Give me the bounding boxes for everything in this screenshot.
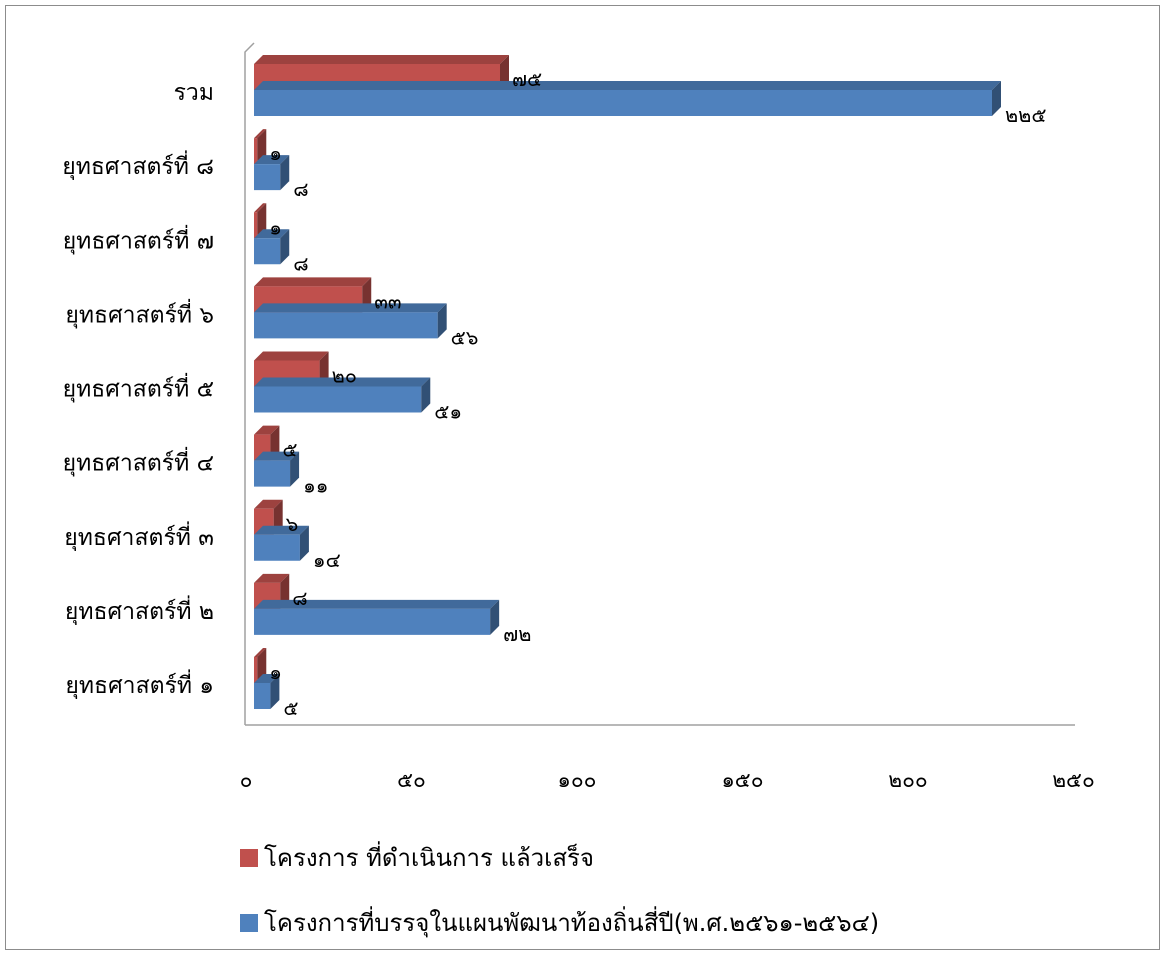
category-label-8: รวม	[174, 80, 214, 106]
x-tick-label-4: ๒๐๐	[888, 768, 927, 792]
bar-planned-2	[254, 525, 309, 561]
bar-planned-1-side	[490, 599, 500, 635]
data-label-planned-2: ๑๔	[313, 548, 341, 572]
bar-planned-4-front	[254, 386, 422, 413]
bar-planned-5-front	[254, 312, 438, 339]
bar-planned-5-top	[254, 303, 447, 313]
data-label-planned-5: ๕๖	[451, 325, 479, 349]
bar-completed-6-front	[254, 212, 258, 239]
bar-planned-8-front	[254, 90, 992, 116]
bar-planned-6-side	[280, 229, 290, 265]
chart-frame	[5, 5, 1160, 950]
category-label-4: ยุทธศาสตร์ที่ ๕	[63, 373, 214, 403]
bar-planned-3-top	[254, 451, 300, 461]
category-label-5: ยุทธศาสตร์ที่ ๖	[65, 298, 214, 328]
category-label-6: ยุทธศาสตร์ที่ ๗	[63, 224, 214, 254]
data-label-planned-4: ๕๑	[434, 400, 462, 424]
data-label-completed-6: ๑	[269, 215, 282, 239]
legend-item-completed: โครงการ ที่ดำเนินการ แล้วเสร็จ	[240, 838, 594, 877]
x-tick-label-1: ๕๐	[397, 768, 426, 792]
bar-planned-1	[254, 599, 500, 635]
data-label-completed-4: ๒๐	[332, 364, 357, 388]
bar-planned-7	[254, 155, 290, 191]
data-label-completed-7: ๑	[269, 141, 282, 165]
y-axis-wall	[244, 42, 255, 725]
bar-planned-3	[254, 451, 300, 487]
bar-completed-3-top	[254, 425, 280, 435]
bar-planned-2-front	[254, 534, 300, 561]
category-label-2: ยุทธศาสตร์ที่ ๓	[64, 521, 214, 551]
data-label-completed-5: ๓๓	[374, 289, 401, 313]
bar-planned-2-top	[254, 525, 309, 535]
bar-planned-6-front	[254, 238, 281, 265]
bar-planned-5-side	[437, 303, 447, 339]
bar-planned-8-side	[992, 81, 1001, 116]
bar-completed-7-top	[254, 129, 267, 139]
legend-swatch-completed	[240, 848, 258, 867]
bar-completed-0-front	[254, 657, 258, 683]
category-label-7: ยุทธศาสตร์ที่ ๘	[62, 150, 214, 180]
bar-planned-3-front	[254, 460, 291, 487]
data-label-completed-2: ๖	[286, 512, 299, 536]
legend-label-planned: โครงการที่บรรจุในแผนพัฒนาท้องถิ่นสี่ปี(พ…	[264, 909, 880, 937]
x-tick-label-2: ๑๐๐	[558, 768, 597, 792]
bar-planned-7-side	[280, 155, 290, 191]
data-label-planned-0: ๕	[283, 696, 298, 720]
category-label-1: ยุทธศาสตร์ที่ ๒	[65, 595, 214, 625]
bar-planned-6-top	[254, 229, 290, 239]
x-tick-label-0: ๐	[240, 768, 253, 792]
x-tick-labels: ๐ ๕๐ ๑๐๐ ๑๕๐ ๒๐๐ ๒๕๐	[240, 768, 1095, 792]
data-label-completed-0: ๑	[269, 660, 282, 684]
bar-planned-4-top	[254, 377, 431, 387]
bar-completed-8-top	[254, 55, 509, 64]
data-label-completed-3: ๕	[282, 438, 297, 462]
bar-completed-5-top	[254, 277, 372, 287]
bar-planned-5	[254, 303, 447, 339]
bar-planned-8	[254, 81, 1001, 116]
bar-planned-3-side	[290, 451, 300, 487]
bar-planned-0-side	[270, 674, 280, 709]
data-label-planned-8: ๒๒๕	[1005, 103, 1047, 127]
chart-bars	[254, 55, 1001, 709]
bar-planned-4	[254, 377, 431, 413]
data-label-completed-1: ๘	[292, 586, 307, 610]
bar-planned-0-front	[254, 683, 271, 709]
bar-planned-8-top	[254, 81, 1001, 90]
bar-completed-7-front	[254, 138, 258, 165]
bar-planned-7-front	[254, 164, 281, 191]
bar-planned-7-top	[254, 155, 290, 165]
bar-completed-6-top	[254, 203, 267, 213]
bar-planned-2-side	[299, 525, 309, 561]
legend-swatch-planned	[240, 913, 258, 932]
bar-planned-0-top	[254, 674, 280, 683]
legend-label-completed: โครงการ ที่ดำเนินการ แล้วเสร็จ	[264, 844, 594, 872]
category-label-0: ยุทธศาสตร์ที่ ๑	[65, 669, 214, 699]
chart-axes	[244, 42, 1075, 726]
data-label-planned-6: ๘	[293, 251, 308, 275]
bar-completed-4-top	[254, 351, 329, 361]
data-label-planned-7: ๘	[293, 177, 308, 201]
data-label-planned-3: ๑๑	[303, 474, 328, 498]
data-label-completed-8: ๗๕	[512, 67, 542, 91]
bar-planned-0	[254, 674, 280, 709]
bar-completed-0-top	[254, 648, 267, 657]
bar-planned-4-side	[421, 377, 431, 413]
data-label-planned-1: ๗๒	[503, 622, 531, 646]
bar-planned-1-top	[254, 599, 500, 609]
x-tick-label-5: ๒๕๐	[1052, 768, 1095, 792]
bar-planned-1-front	[254, 608, 491, 635]
category-label-3: ยุทธศาสตร์ที่ ๔	[63, 447, 214, 477]
bar-completed-2-top	[254, 499, 283, 509]
bar-planned-6	[254, 229, 290, 265]
x-tick-label-3: ๑๕๐	[721, 768, 763, 792]
legend-item-planned: โครงการที่บรรจุในแผนพัฒนาท้องถิ่นสี่ปี(พ…	[240, 903, 879, 942]
bar-completed-1-top	[254, 573, 290, 583]
category-labels: ยุทธศาสตร์ที่ ๑ ยุทธศาสตร์ที่ ๒ ยุทธศาสตร์…	[62, 80, 214, 699]
